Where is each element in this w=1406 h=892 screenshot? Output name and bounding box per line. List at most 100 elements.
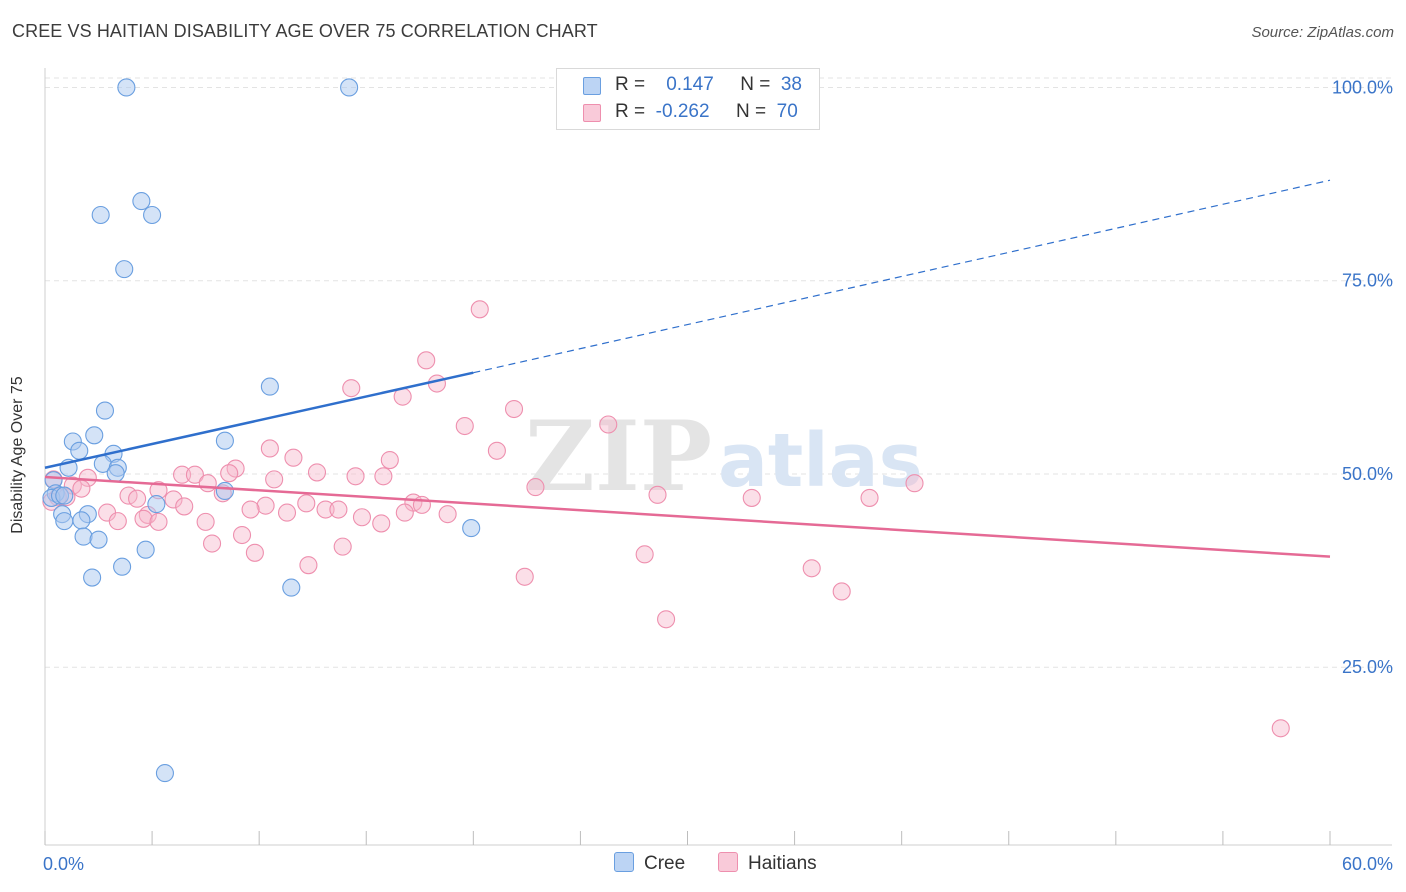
cree-point <box>83 568 102 587</box>
haitian-point <box>515 567 534 586</box>
x-tick-label: 60.0% <box>1342 854 1393 874</box>
haitian-point <box>149 512 168 531</box>
cree-point <box>282 578 301 597</box>
haitian-point <box>307 463 327 482</box>
haitian-point <box>297 494 316 513</box>
haitian-point <box>487 441 506 460</box>
haitian-point <box>427 374 446 393</box>
haitian-point <box>316 500 335 519</box>
cree-point <box>115 260 134 279</box>
cree-trend-line <box>44 371 474 469</box>
cree-point <box>55 512 74 531</box>
haitian-point <box>380 450 399 470</box>
haitian-point <box>232 525 252 545</box>
haitian-n-value: 70 <box>776 101 798 122</box>
cree-point <box>117 78 136 97</box>
haitian-swatch <box>583 104 601 122</box>
cree-point <box>132 192 151 211</box>
tick-labels: 25.0% 50.0% 75.0% 100.0% 0.0% 60.0% <box>43 77 1393 874</box>
haitian-point <box>265 470 284 489</box>
cree-point <box>55 486 74 505</box>
haitian-point <box>417 351 436 370</box>
y-tick-label: 75.0% <box>1342 271 1393 291</box>
haitian-point <box>352 508 372 527</box>
haitian-r-label: R = <box>615 101 646 122</box>
haitian-point <box>599 415 618 434</box>
haitian-point <box>299 556 318 575</box>
cree-r-label: R = <box>615 74 646 95</box>
haitian-point <box>245 543 264 562</box>
haitian-points <box>42 300 1290 738</box>
haitian-point <box>260 439 279 458</box>
haitian-point <box>860 488 879 507</box>
bottom-haitian-swatch <box>718 852 738 872</box>
haitian-point <box>78 468 97 487</box>
haitian-point <box>198 474 217 493</box>
bottom-legend-haitians: Haitians <box>718 852 817 875</box>
haitian-point <box>657 610 676 629</box>
cree-point <box>72 511 91 530</box>
y-tick-label: 100.0% <box>1332 77 1393 97</box>
cree-n-value: 38 <box>780 74 802 95</box>
haitian-point <box>277 503 297 522</box>
haitian-point <box>742 488 761 507</box>
haitian-point <box>173 465 192 484</box>
y-tick-label: 50.0% <box>1342 464 1393 484</box>
axis-layer <box>44 68 1392 846</box>
haitian-point <box>648 485 667 504</box>
cree-swatch <box>583 77 601 95</box>
haitian-point <box>329 500 348 519</box>
trend-layer <box>44 179 1331 558</box>
haitian-n-label: N = <box>735 101 767 122</box>
haitian-point <box>455 416 474 436</box>
cree-point <box>462 519 481 538</box>
cree-point <box>74 527 93 546</box>
haitian-point <box>832 582 851 601</box>
cree-points <box>42 78 481 783</box>
haitian-point <box>346 467 365 486</box>
y-tick-label: 25.0% <box>1342 657 1393 677</box>
x-tick-label: 0.0% <box>43 854 84 874</box>
haitian-point <box>333 537 352 556</box>
cree-point <box>85 426 104 445</box>
haitian-point <box>395 503 414 522</box>
cree-point <box>70 441 89 460</box>
haitian-point <box>134 509 153 528</box>
cree-point <box>215 431 234 450</box>
bottom-legend-cree: Cree <box>614 852 685 875</box>
haitian-point <box>72 479 91 498</box>
haitian-point <box>196 512 215 531</box>
haitian-point <box>108 512 127 531</box>
haitian-trend-line <box>44 475 1331 558</box>
bottom-haitian-label: Haitians <box>748 853 817 874</box>
cree-point <box>260 377 279 396</box>
cree-point <box>340 78 359 97</box>
haitian-point <box>438 505 457 524</box>
haitian-point <box>504 399 524 419</box>
chart-title: CREE VS HAITIAN DISABILITY AGE OVER 75 C… <box>12 21 598 41</box>
y-axis-label: Disability Age Over 75 <box>9 376 26 534</box>
cree-point <box>113 557 132 576</box>
haitian-point <box>128 489 147 508</box>
haitian-point <box>185 465 204 484</box>
cree-point <box>89 530 108 549</box>
cree-trend-extension <box>473 179 1331 374</box>
cree-point <box>106 464 125 483</box>
cree-point <box>215 481 234 501</box>
cree-n-label: N = <box>740 74 771 95</box>
bottom-cree-swatch <box>614 852 634 872</box>
haitian-point <box>1271 719 1290 738</box>
haitian-point <box>470 300 489 319</box>
bottom-cree-label: Cree <box>644 853 686 874</box>
haitian-point <box>203 534 222 553</box>
haitian-point <box>175 497 194 516</box>
correlation-legend: R = 0.147 N = 38 R = -0.262 N = 70 <box>556 68 820 130</box>
haitian-point <box>164 490 183 509</box>
source-label: Source: ZipAtlas.com <box>1251 24 1394 41</box>
cree-point <box>95 401 115 420</box>
haitian-point <box>256 496 275 515</box>
haitian-point <box>226 459 245 478</box>
cree-point <box>147 495 166 514</box>
haitian-point <box>342 379 361 398</box>
